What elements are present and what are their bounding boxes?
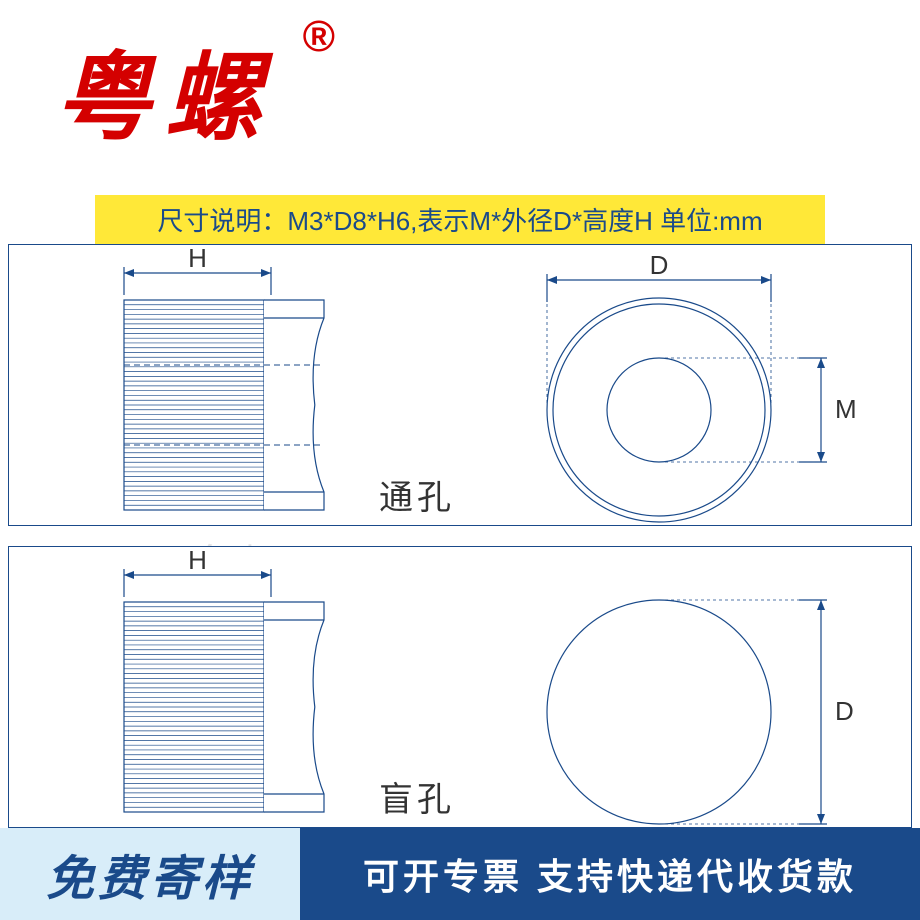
footer-banner: 免费寄样 可开专票 支持快递代收货款 bbox=[0, 828, 920, 920]
svg-text:H: H bbox=[188, 243, 207, 273]
blind-hole-label: 盲孔 bbox=[379, 772, 455, 821]
through-hole-svg: H D M bbox=[9, 245, 913, 527]
brand-name: 粤螺 bbox=[55, 20, 275, 159]
registered-mark: ® bbox=[303, 12, 335, 62]
blind-hole-svg: H D bbox=[9, 547, 913, 829]
svg-text:M: M bbox=[835, 394, 857, 424]
footer-free-sample: 免费寄样 bbox=[0, 828, 300, 920]
svg-text:H: H bbox=[188, 545, 207, 575]
svg-text:D: D bbox=[650, 250, 669, 280]
diagram-panel-through-hole: H D M 通孔 bbox=[8, 244, 912, 526]
svg-text:D: D bbox=[835, 696, 854, 726]
diagram-panel-blind-hole: H D 盲孔 bbox=[8, 546, 912, 828]
through-hole-label: 通孔 bbox=[379, 470, 455, 519]
size-description-banner: 尺寸说明：M3*D8*H6,表示M*外径D*高度H 单位:mm bbox=[95, 195, 825, 244]
footer-services: 可开专票 支持快递代收货款 bbox=[300, 828, 920, 920]
brand-logo: 粤螺 ® bbox=[55, 20, 275, 159]
